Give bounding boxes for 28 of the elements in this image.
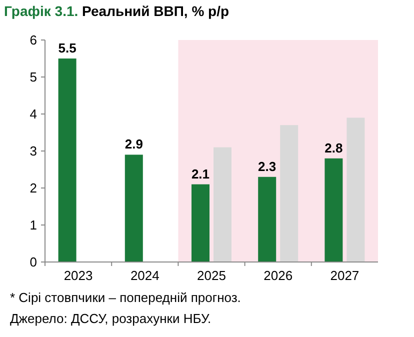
y-tick-label: 3 <box>30 144 37 159</box>
text: * Сірі стовпчики – попередній прогноз. <box>10 290 241 305</box>
y-tick-label: 0 <box>30 254 37 270</box>
bar <box>192 184 210 262</box>
text: Джерело: ДССУ, розрахунки НБУ. <box>10 311 212 326</box>
x-tick-label: 2027 <box>330 268 360 283</box>
bar <box>214 147 232 262</box>
x-tick-label: 2023 <box>64 268 93 283</box>
bar <box>124 154 143 262</box>
data-label: 2.9 <box>124 136 143 152</box>
bar <box>280 125 298 262</box>
x-tick-label: 2024 <box>130 268 160 283</box>
chart-title: Графік 3.1. Реальний ВВП, % р/р <box>4 3 230 19</box>
y-tick-label: 2 <box>30 180 37 196</box>
x-tick-label: 2025 <box>197 268 226 283</box>
x-tick-label: 2026 <box>264 268 293 283</box>
data-label: 5.5 <box>58 40 76 56</box>
data-label: 2.1 <box>191 166 210 182</box>
y-tick-label: 6 <box>30 32 37 48</box>
bar <box>324 158 343 262</box>
bar <box>258 176 276 262</box>
y-tick-label: 4 <box>30 106 37 122</box>
bar <box>346 118 365 262</box>
data-label: 2.8 <box>324 140 343 156</box>
y-tick-label: 5 <box>30 70 37 85</box>
y-tick-label: 1 <box>30 218 37 233</box>
bar <box>58 58 76 262</box>
data-label: 2.3 <box>258 158 276 174</box>
